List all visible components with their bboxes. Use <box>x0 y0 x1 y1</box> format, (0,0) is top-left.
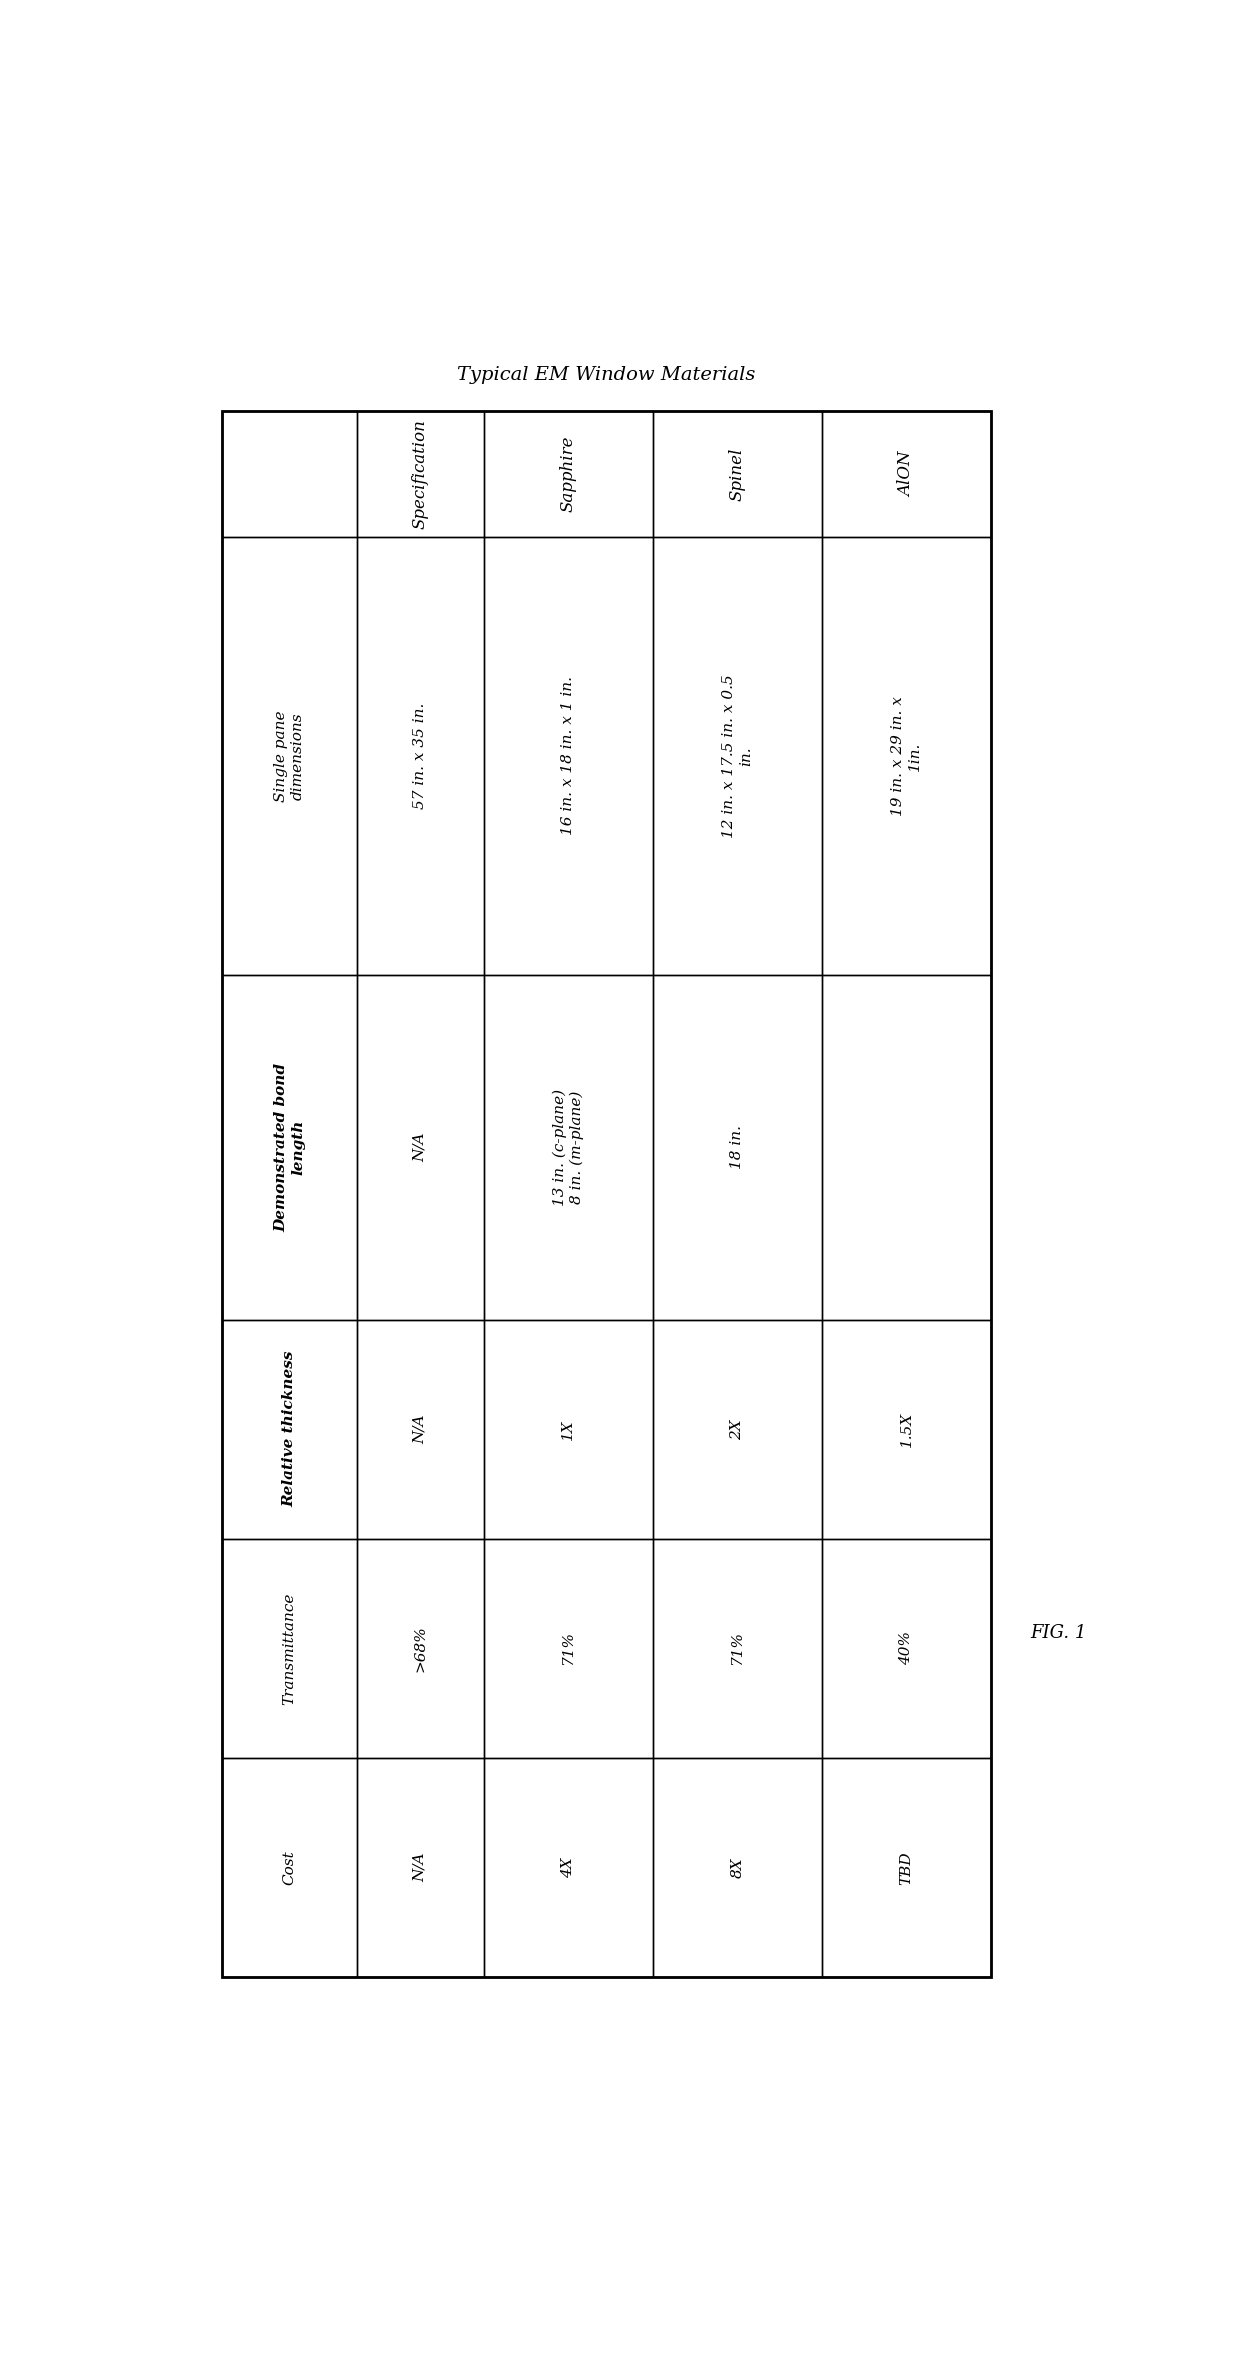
Bar <box>484 1757 652 1977</box>
Text: Sapphire: Sapphire <box>559 435 577 513</box>
Bar <box>652 1320 822 1540</box>
Text: Typical EM Window Materials: Typical EM Window Materials <box>458 367 756 383</box>
Text: TBD: TBD <box>899 1852 914 1885</box>
Bar <box>357 1540 484 1757</box>
Text: 18 in.: 18 in. <box>730 1126 744 1168</box>
Text: Relative thickness: Relative thickness <box>283 1350 296 1507</box>
Bar <box>222 1757 357 1977</box>
Text: Transmittance: Transmittance <box>283 1592 296 1705</box>
Bar <box>822 1540 991 1757</box>
Text: 1.5X: 1.5X <box>899 1412 914 1447</box>
Bar <box>822 974 991 1320</box>
Bar <box>222 1320 357 1540</box>
Text: N/A: N/A <box>413 1854 428 1883</box>
Bar <box>652 1757 822 1977</box>
Bar <box>652 974 822 1320</box>
Bar <box>822 537 991 974</box>
Text: 16 in. x 18 in. x 1 in.: 16 in. x 18 in. x 1 in. <box>562 676 575 835</box>
Text: FIG. 1: FIG. 1 <box>1030 1625 1086 1641</box>
Bar <box>357 1320 484 1540</box>
Text: 12 in. x 17.5 in. x 0.5
in.: 12 in. x 17.5 in. x 0.5 in. <box>722 674 753 837</box>
Bar <box>222 537 357 974</box>
Bar <box>822 1320 991 1540</box>
Bar <box>222 974 357 1320</box>
Text: 4X: 4X <box>562 1857 575 1878</box>
Text: Spinel: Spinel <box>729 447 746 501</box>
Bar <box>222 412 357 537</box>
Bar <box>652 1540 822 1757</box>
Bar <box>357 412 484 537</box>
Text: Demonstrated bond
length: Demonstrated bond length <box>274 1062 305 1232</box>
Text: 13 in. (c-plane)
8 in. (m-plane): 13 in. (c-plane) 8 in. (m-plane) <box>552 1088 584 1206</box>
Text: 71%: 71% <box>730 1632 744 1665</box>
Text: 71%: 71% <box>562 1632 575 1665</box>
Text: N/A: N/A <box>413 1414 428 1445</box>
Bar <box>484 537 652 974</box>
Text: 40%: 40% <box>899 1632 914 1665</box>
Text: Single pane
dimensions: Single pane dimensions <box>274 710 305 802</box>
Bar <box>484 1320 652 1540</box>
Text: Specification: Specification <box>412 419 429 530</box>
Bar <box>222 1540 357 1757</box>
Text: >68%: >68% <box>413 1625 428 1672</box>
Bar <box>484 1540 652 1757</box>
Bar <box>357 974 484 1320</box>
Bar <box>484 974 652 1320</box>
Text: 57 in. x 35 in.: 57 in. x 35 in. <box>413 702 428 809</box>
Bar <box>652 412 822 537</box>
Text: 1X: 1X <box>562 1419 575 1440</box>
Bar <box>222 412 991 1977</box>
Bar <box>652 537 822 974</box>
Text: Cost: Cost <box>283 1849 296 1885</box>
Bar <box>357 537 484 974</box>
Text: 2X: 2X <box>730 1419 744 1440</box>
Bar <box>357 1757 484 1977</box>
Bar <box>822 412 991 537</box>
Text: 19 in. x 29 in. x
1in.: 19 in. x 29 in. x 1in. <box>890 695 923 816</box>
Text: 8X: 8X <box>730 1857 744 1878</box>
Bar <box>822 1757 991 1977</box>
Bar <box>484 412 652 537</box>
Text: AlON: AlON <box>898 452 915 497</box>
Text: N/A: N/A <box>413 1133 428 1161</box>
